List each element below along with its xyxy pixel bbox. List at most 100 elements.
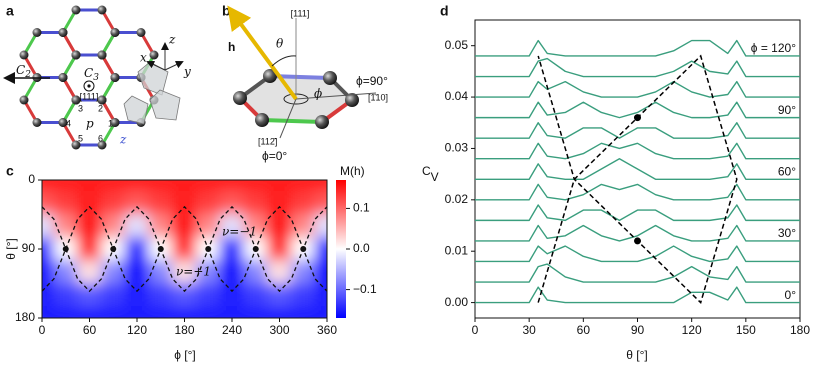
heat-cell — [100, 260, 126, 284]
heat-cell — [100, 191, 126, 215]
point — [205, 246, 212, 252]
x-tick-label: 180 — [790, 323, 810, 337]
heat-cell — [53, 260, 79, 284]
colorbar-tick-label: 0.1 — [353, 201, 370, 215]
series-line — [475, 57, 800, 78]
x-tick-label: 30 — [522, 323, 536, 337]
heat-cell — [267, 214, 292, 238]
annotation: ν=+1 — [176, 265, 211, 279]
heat-cell — [314, 214, 327, 238]
series-line — [475, 39, 800, 57]
heat-cell — [100, 283, 126, 307]
dir-90 — [295, 92, 377, 100]
heat-cell — [219, 260, 245, 284]
guide-line — [537, 54, 738, 304]
panel-label: d — [440, 3, 449, 19]
heat-cell — [53, 283, 79, 307]
heat-cell — [267, 191, 292, 215]
contour — [41, 205, 328, 293]
c3-axis: [111] — [80, 91, 99, 101]
x-tick-label: 360 — [317, 323, 337, 337]
heat-cell — [290, 191, 316, 215]
heat-cell — [195, 283, 221, 307]
y-tick-label: 0.02 — [445, 192, 469, 206]
series-line — [475, 122, 800, 139]
heat-cell — [53, 306, 79, 318]
heat-cell — [267, 260, 292, 284]
y-axis-label: CV — [422, 164, 439, 184]
y-tick-label: 0.01 — [445, 243, 469, 257]
heat-cell — [314, 237, 327, 261]
y-tick-label: 0 — [28, 172, 35, 186]
heat-cell — [53, 180, 79, 192]
atoms — [233, 69, 359, 129]
panel-c: c M(h) ν=−1 ν=+1 ϕ [°] θ [°] 0 60 120 180 24… — [4, 163, 377, 362]
heat-cell — [42, 180, 55, 192]
heat-cell — [243, 214, 269, 238]
heat-cell — [267, 283, 292, 307]
series-line — [475, 245, 800, 263]
heat-cell — [124, 283, 150, 307]
site: 2 — [98, 103, 103, 113]
heat-cell — [243, 180, 269, 192]
heat-cell — [77, 191, 102, 215]
series-label: 30° — [778, 226, 796, 240]
octahedra — [123, 61, 181, 125]
point — [634, 237, 641, 245]
x-tick-label: 150 — [736, 323, 756, 337]
site: 3 — [78, 103, 83, 113]
series-label: 90° — [778, 103, 796, 117]
x-tick-label: 60 — [83, 323, 97, 337]
heat-cell — [172, 260, 197, 284]
colorbar-tick-label: 0.0 — [353, 241, 370, 255]
theta-arc — [271, 55, 297, 67]
heat-cell — [148, 191, 174, 215]
theta-label: θ — [276, 37, 284, 51]
site: 6 — [98, 133, 103, 143]
x-tick-label: 300 — [269, 323, 289, 337]
point — [252, 246, 259, 252]
series-line — [475, 101, 800, 119]
c2-main: C — [16, 63, 25, 77]
heat-cell — [290, 306, 316, 318]
x-tick-label: 240 — [222, 323, 242, 337]
site: 1 — [108, 118, 113, 128]
c3-dot — [87, 84, 91, 88]
series-line — [475, 263, 800, 283]
y-tick-label: 90 — [22, 241, 36, 255]
heat-cell — [219, 283, 245, 307]
heat-cell — [77, 283, 102, 307]
heat-cell — [290, 180, 316, 192]
axes-triad — [146, 42, 184, 71]
heat-cell — [195, 180, 221, 192]
field-label: h — [228, 40, 235, 54]
heat-cell — [148, 260, 174, 284]
heat-cell — [314, 180, 327, 192]
heat-cell — [314, 306, 327, 318]
heat-cell — [195, 306, 221, 318]
heat-cell — [290, 283, 316, 307]
heat-cell — [124, 214, 150, 238]
heat-cell — [219, 237, 245, 261]
point — [157, 246, 164, 252]
heat-cell — [172, 214, 197, 238]
c3-label: C3 — [84, 66, 99, 83]
heat-cell — [243, 283, 269, 307]
heat-cell — [172, 191, 197, 215]
heat-cell — [100, 214, 126, 238]
series-label: 60° — [778, 164, 796, 178]
heat-cell — [42, 260, 55, 284]
phi0-label: ϕ=0° — [262, 149, 287, 163]
panel-label: b — [222, 3, 231, 19]
axis-y: y — [183, 65, 191, 79]
series-line — [475, 142, 800, 160]
heat-cell — [243, 306, 269, 318]
series-line — [475, 286, 800, 304]
heat-cell — [243, 191, 269, 215]
c3-main: C — [84, 66, 93, 80]
y-axis-label-main: C — [422, 164, 431, 178]
heat-cell — [124, 260, 150, 284]
c2-sub: 2 — [24, 70, 31, 80]
point — [300, 246, 307, 252]
y-tick-label: 180 — [15, 310, 35, 324]
